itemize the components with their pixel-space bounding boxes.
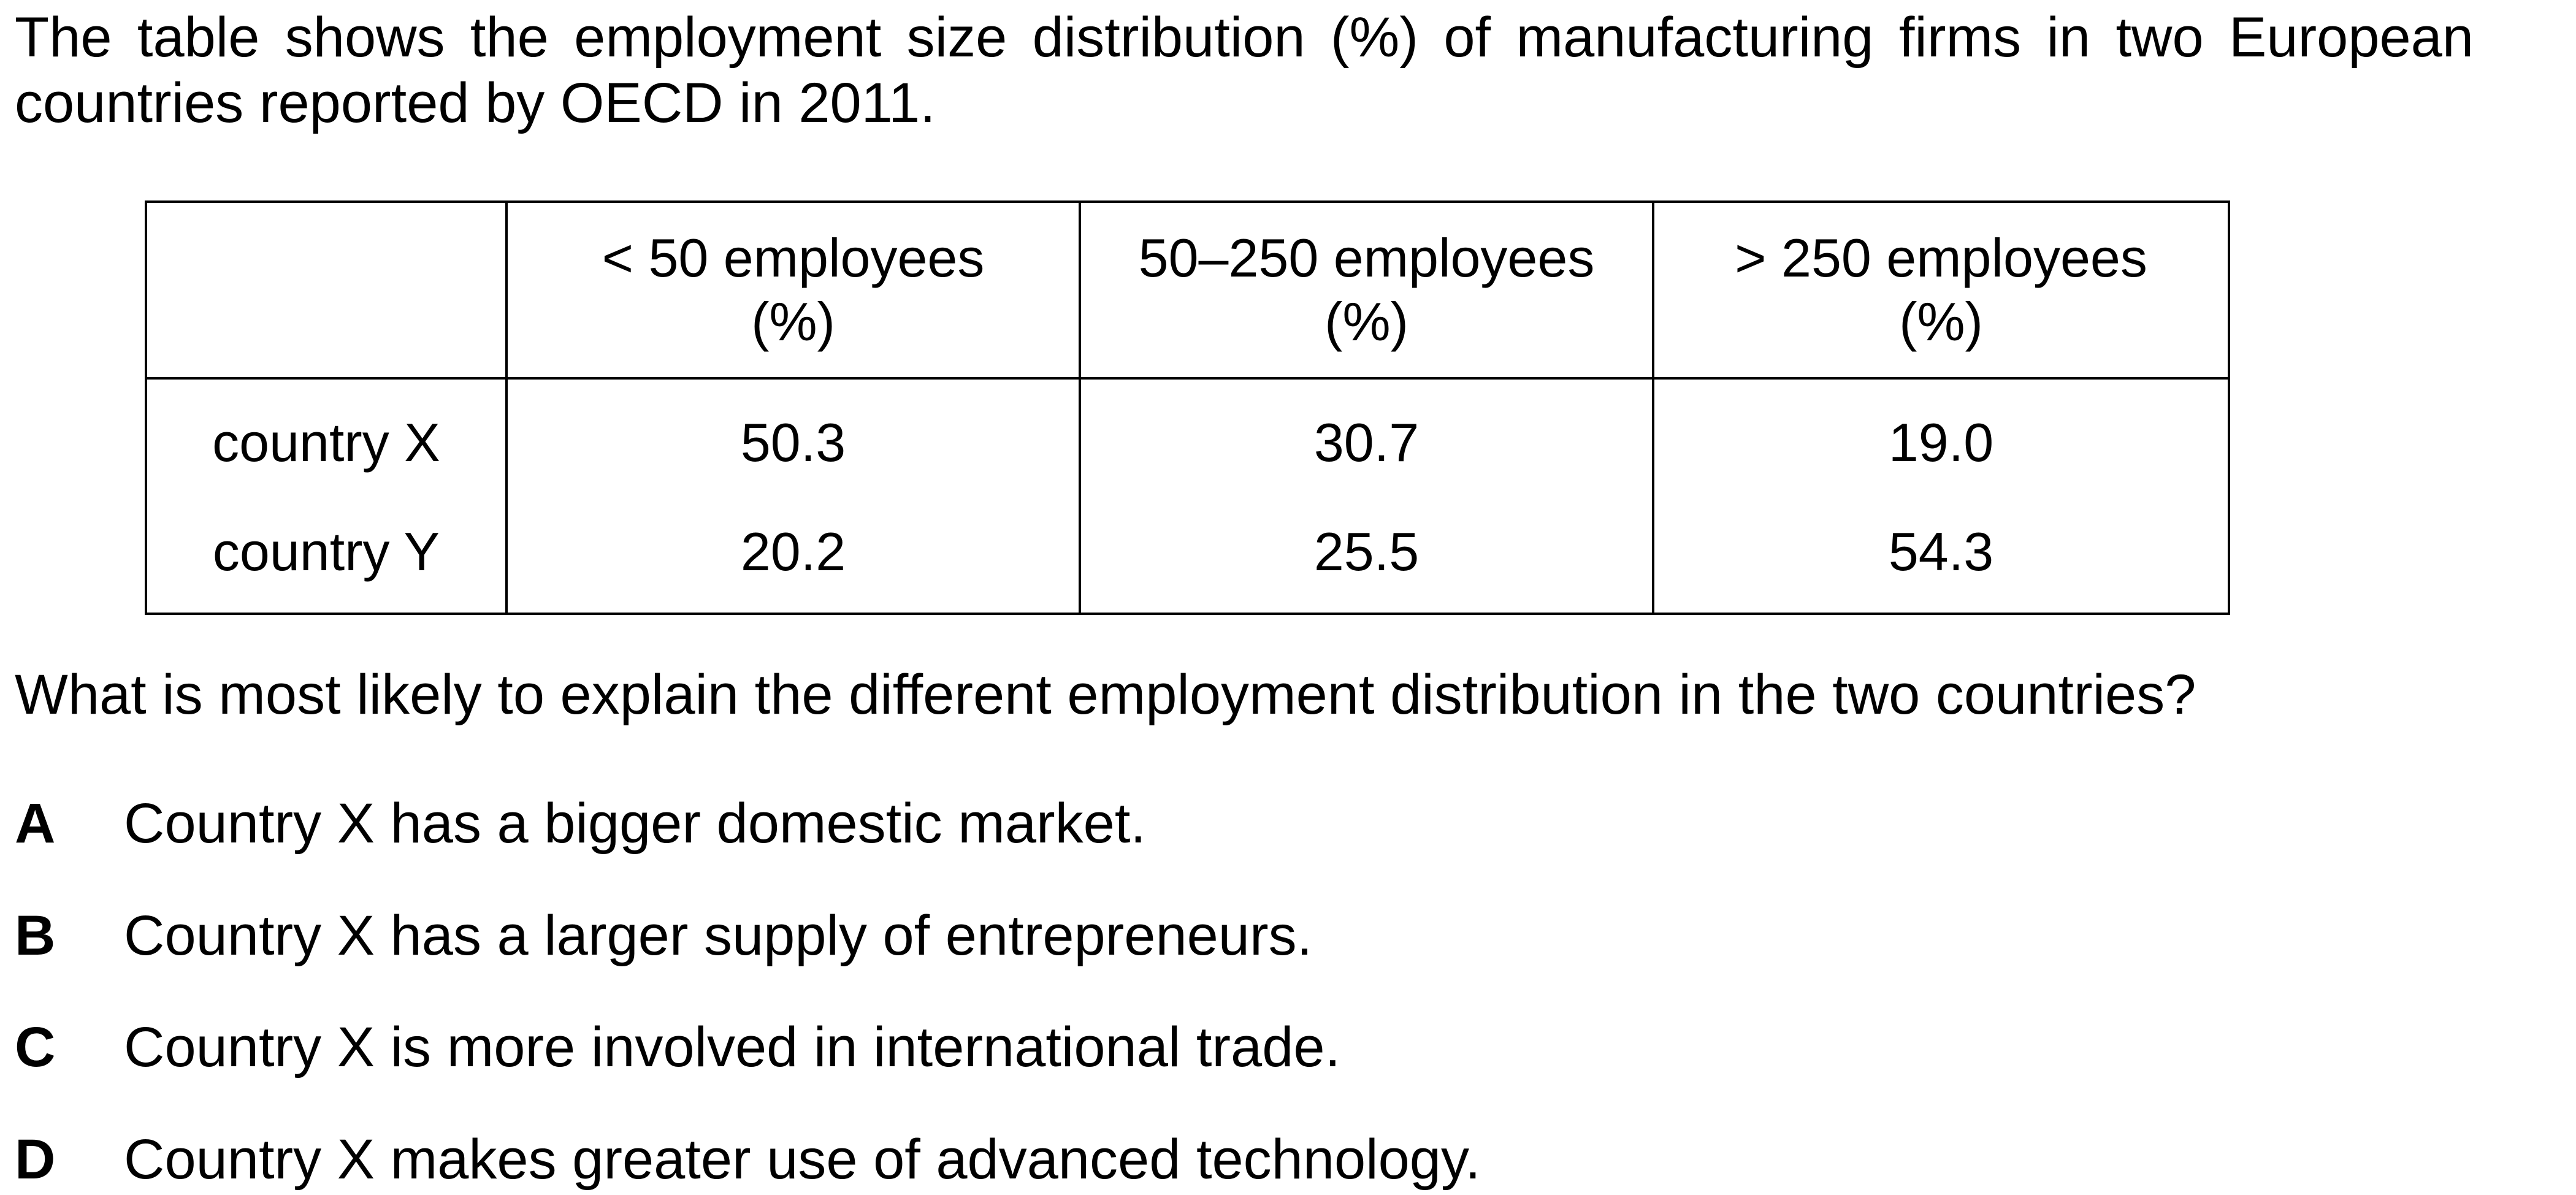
employment-distribution-table: < 50 employees (%) 50–250 employees (%) …	[145, 200, 2230, 615]
table-row-country-y: country Y 20.2 25.5 54.3	[145, 497, 2230, 615]
header-label: < 50 employees	[602, 227, 985, 288]
header-unit: (%)	[751, 291, 835, 352]
table-row-country-x: country X 50.3 30.7 19.0	[145, 378, 2230, 497]
option-text: Country X has a bigger domestic market.	[124, 792, 1146, 855]
intro-text: The table shows the employment size dist…	[15, 6, 2474, 134]
table-cell: 54.3	[1652, 497, 2230, 615]
question-text: What is most likely to explain the diffe…	[15, 663, 2196, 726]
table-cell: 20.2	[505, 497, 1081, 615]
option-letter: C	[15, 1016, 56, 1079]
option-letter: D	[15, 1128, 56, 1191]
option-letter: A	[15, 792, 56, 855]
header-cell-blank	[145, 200, 508, 380]
table-header-row: < 50 employees (%) 50–250 employees (%) …	[145, 200, 2230, 380]
option-text: Country X has a larger supply of entrepr…	[124, 904, 1313, 967]
header-unit: (%)	[1899, 291, 1983, 352]
table-cell: 50.3	[505, 378, 1081, 497]
header-cell-over-250: > 250 employees (%)	[1652, 200, 2230, 380]
option-letter: B	[15, 904, 56, 967]
header-label: 50–250 employees	[1138, 227, 1595, 288]
table-cell: 19.0	[1652, 378, 2230, 497]
header-cell-under-50: < 50 employees (%)	[505, 200, 1081, 380]
option-text: Country X makes greater use of advanced …	[124, 1128, 1481, 1191]
header-unit: (%)	[1324, 291, 1408, 352]
header-cell-50-to-250: 50–250 employees (%)	[1079, 200, 1654, 380]
table-cell: 25.5	[1079, 497, 1654, 615]
option-text: Country X is more involved in internatio…	[124, 1016, 1341, 1079]
header-label: > 250 employees	[1735, 227, 2147, 288]
row-label: country X	[145, 378, 508, 497]
table-cell: 30.7	[1079, 378, 1654, 497]
row-label: country Y	[145, 497, 508, 615]
